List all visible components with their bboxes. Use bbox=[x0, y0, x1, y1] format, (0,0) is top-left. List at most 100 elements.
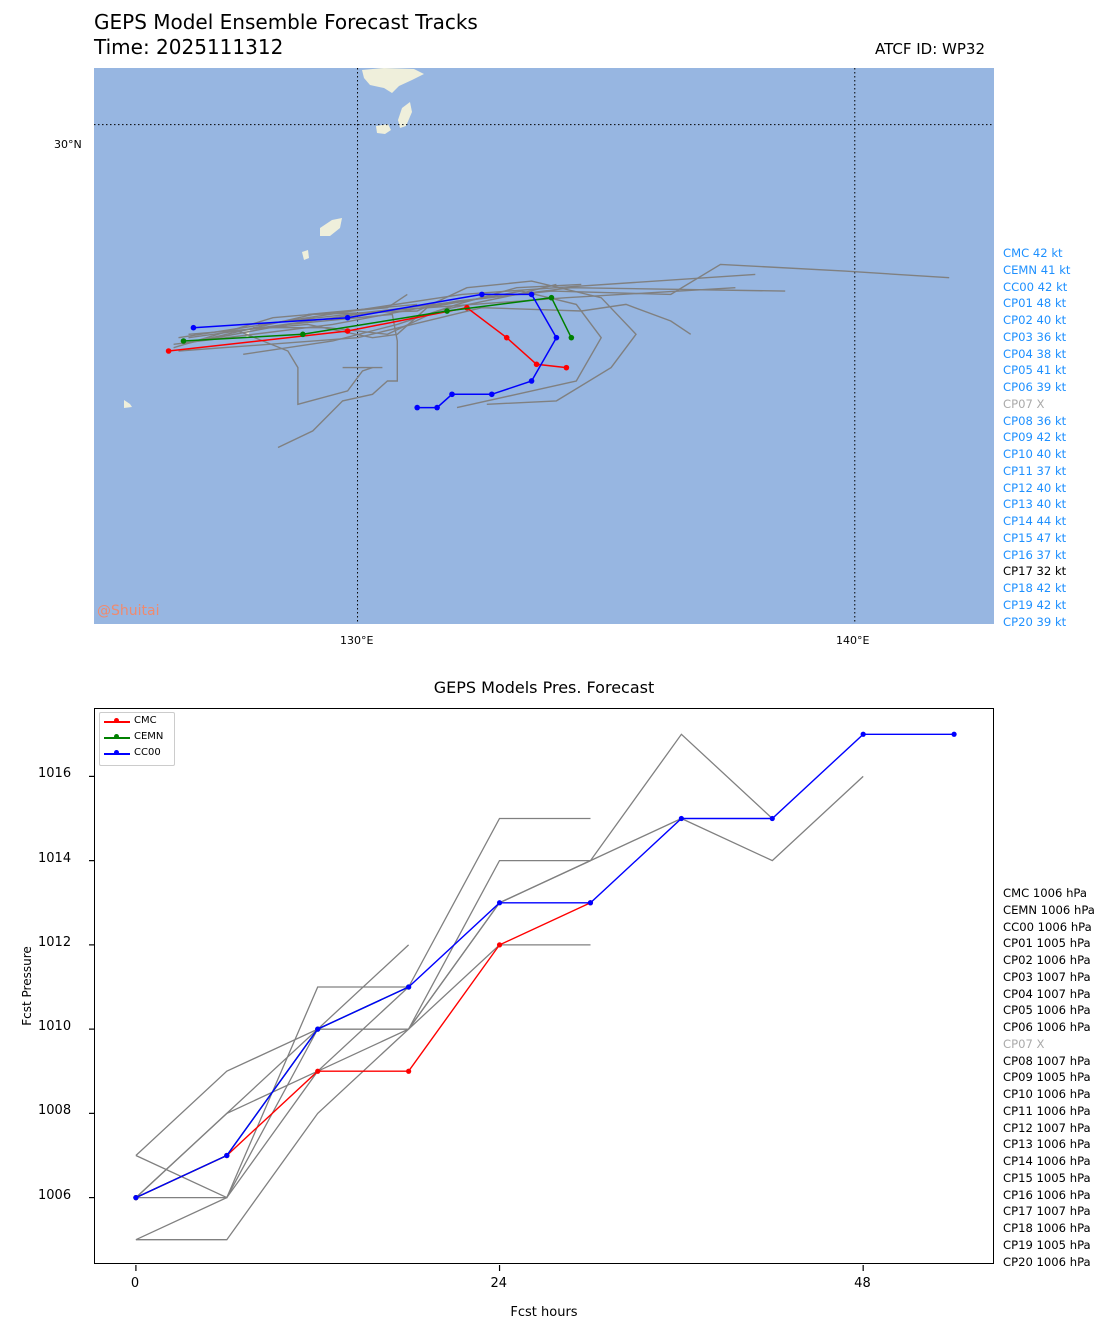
cc00-pressure-point bbox=[587, 900, 594, 906]
track-legend-entry: CEMN 41 kt bbox=[1003, 262, 1071, 277]
cemn-track-point bbox=[568, 334, 575, 341]
series-legend-entry: CEMN bbox=[100, 729, 174, 745]
track-legend-entry: CP15 47 kt bbox=[1003, 530, 1067, 545]
pressure-legend-entry: CP07 X bbox=[1003, 1036, 1045, 1051]
cc00-pressure-point bbox=[951, 731, 957, 737]
track-legend-entry: CP14 44 kt bbox=[1003, 514, 1067, 528]
track-legend-entry: CP19 42 kt bbox=[1003, 597, 1067, 612]
ensemble-track bbox=[253, 283, 557, 336]
pressure-legend-entry: CP11 1006 hPa bbox=[1003, 1103, 1091, 1118]
cemn-track-point bbox=[300, 331, 306, 338]
cc00-track-point bbox=[414, 404, 421, 411]
y-tick-label: 1006 bbox=[38, 1187, 72, 1203]
land-island bbox=[302, 250, 309, 260]
cc00-pressure-point bbox=[224, 1152, 230, 1159]
cmc-track-point bbox=[165, 348, 172, 354]
track-legend-entry: CP08 36 kt bbox=[1003, 413, 1067, 428]
track-legend-entry: CP18 42 kt bbox=[1003, 581, 1067, 595]
lon-tick-label: 140°E bbox=[836, 634, 870, 647]
land-island bbox=[320, 218, 342, 236]
track-legend-entry: CP09 42 kt bbox=[1003, 430, 1067, 445]
track-legend-entry: CP01 48 kt bbox=[1003, 296, 1067, 311]
land-island bbox=[124, 400, 132, 408]
x-tick-label: 48 bbox=[854, 1276, 871, 1291]
track-legend-entry: CP13 40 kt bbox=[1003, 497, 1067, 512]
lon-tick-label: 130°E bbox=[340, 634, 374, 647]
track-intensity-legend: CMC 42 kt CEMN 41 kt CC00 42 kt CP01 48 kt C… bbox=[1003, 245, 1070, 630]
cmc-pressure-point bbox=[315, 1068, 321, 1074]
cmc-track-point bbox=[344, 328, 351, 334]
track-legend-entry: CP02 40 kt bbox=[1003, 313, 1067, 327]
pressure-chart-canvas bbox=[89, 731, 957, 1271]
track-legend-entry: CP07 X bbox=[1003, 396, 1045, 411]
track-legend-entry: CP11 37 kt bbox=[1003, 463, 1067, 478]
y-tick-label: 1008 bbox=[38, 1103, 72, 1119]
track-legend-entry: CP03 36 kt bbox=[1003, 329, 1067, 344]
land-island bbox=[398, 102, 412, 128]
x-tick-label: 24 bbox=[490, 1276, 508, 1291]
legend-label: CEMN bbox=[134, 731, 164, 742]
ensemble-track bbox=[198, 313, 398, 449]
cc00-track-point bbox=[488, 391, 495, 398]
ensemble-track bbox=[258, 286, 786, 326]
cc00-pressure-point bbox=[860, 731, 866, 737]
ensemble-pressure-line bbox=[135, 775, 864, 1156]
track-legend-entry: CP05 41 kt bbox=[1003, 363, 1067, 378]
pressure-legend-entry: CP19 1005 hPa bbox=[1003, 1237, 1091, 1252]
track-legend-entry: CP20 39 kt bbox=[1003, 614, 1067, 629]
y-tick-label: 1016 bbox=[38, 766, 72, 782]
land-island bbox=[362, 68, 424, 93]
pressure-legend-entry: CP16 1006 hPa bbox=[1003, 1187, 1091, 1202]
forecast-time: Time: 2025111312 bbox=[94, 35, 284, 59]
legend-swatch-dot bbox=[114, 718, 119, 723]
track-legend-entry: CP06 39 kt bbox=[1003, 380, 1067, 394]
legend-swatch-dot bbox=[114, 750, 119, 755]
cmc-track-point bbox=[533, 361, 540, 368]
cemn-track-point bbox=[444, 308, 450, 314]
pressure-legend-entry: CP09 1005 hPa bbox=[1003, 1070, 1091, 1085]
pressure-legend-entry: CEMN 1006 hPa bbox=[1003, 902, 1095, 917]
pressure-legend-entry: CP02 1006 hPa bbox=[1003, 953, 1091, 967]
track-legend-entry: CC00 42 kt bbox=[1003, 279, 1068, 294]
pressure-legend-entry: CP17 1007 hPa bbox=[1003, 1204, 1091, 1219]
track-legend-entry: CP16 37 kt bbox=[1003, 547, 1067, 562]
series-legend-entry: CMC bbox=[100, 713, 174, 729]
lat-tick-label: 30°N bbox=[54, 138, 82, 151]
ensemble-track bbox=[188, 290, 603, 409]
ensemble-track bbox=[178, 273, 756, 339]
pressure-legend-entry: CP18 1006 hPa bbox=[1003, 1221, 1091, 1235]
legend-swatch-dot bbox=[114, 734, 119, 739]
track-legend-entry: CMC 42 kt bbox=[1003, 246, 1063, 260]
cc00-pressure-point bbox=[315, 1026, 321, 1032]
cemn-track-point bbox=[548, 294, 555, 301]
y-tick-label: 1014 bbox=[38, 850, 72, 866]
x-tick-label: 0 bbox=[130, 1276, 140, 1291]
cemn-track-point bbox=[180, 338, 187, 344]
cc00-pressure-point bbox=[406, 984, 412, 990]
legend-label: CMC bbox=[134, 715, 157, 726]
pressure-legend-entry: CP06 1006 hPa bbox=[1003, 1020, 1091, 1034]
track-map bbox=[94, 68, 994, 624]
y-axis-label: Fcst Pressure bbox=[20, 946, 34, 1026]
chart-title: GEPS Model Ensemble Forecast Tracks bbox=[94, 10, 478, 34]
cc00-pressure-point bbox=[133, 1195, 139, 1201]
cc00-track-point bbox=[528, 291, 535, 298]
atcf-id: ATCF ID: WP32 bbox=[875, 40, 986, 58]
ensemble-track bbox=[183, 280, 637, 405]
track-legend-entry: CP04 38 kt bbox=[1003, 346, 1067, 361]
cc00-track-point bbox=[553, 334, 560, 341]
pressure-legend-entry: CC00 1006 hPa bbox=[1003, 919, 1092, 934]
cc00-track bbox=[193, 293, 558, 409]
cc00-track-point bbox=[190, 324, 197, 331]
pressure-value-legend: CMC 1006 hPa CEMN 1006 hPa CC00 1006 hPa CP… bbox=[1003, 885, 1095, 1270]
cemn-track bbox=[183, 296, 572, 342]
cmc-track-point bbox=[563, 364, 570, 371]
pressure-chart bbox=[89, 708, 994, 1271]
cc00-pressure-line bbox=[135, 733, 955, 1199]
pressure-legend-entry: CP01 1005 hPa bbox=[1003, 936, 1091, 951]
series-legend: CMC CEMN CC00 bbox=[99, 712, 175, 766]
pressure-legend-entry: CP13 1006 hPa bbox=[1003, 1137, 1091, 1152]
pressure-legend-entry: CP20 1006 hPa bbox=[1003, 1254, 1091, 1269]
pressure-chart-title: GEPS Models Pres. Forecast bbox=[433, 678, 655, 697]
track-legend-entry: CP17 32 kt bbox=[1003, 564, 1067, 579]
